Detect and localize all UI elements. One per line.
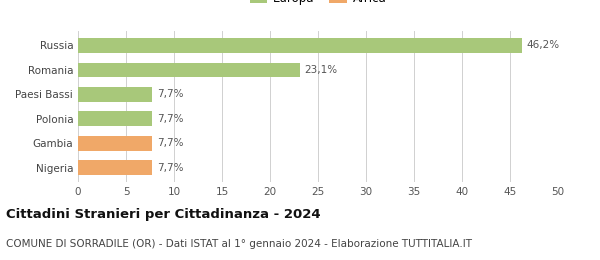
Bar bbox=[78, 112, 152, 126]
Text: 7,7%: 7,7% bbox=[157, 163, 183, 173]
Text: Cittadini Stranieri per Cittadinanza - 2024: Cittadini Stranieri per Cittadinanza - 2… bbox=[6, 208, 320, 221]
Bar bbox=[78, 63, 300, 77]
Bar bbox=[78, 38, 521, 53]
Text: 7,7%: 7,7% bbox=[157, 89, 183, 99]
Bar bbox=[78, 160, 152, 175]
Bar bbox=[78, 87, 152, 102]
Bar bbox=[78, 136, 152, 151]
Text: COMUNE DI SORRADILE (OR) - Dati ISTAT al 1° gennaio 2024 - Elaborazione TUTTITAL: COMUNE DI SORRADILE (OR) - Dati ISTAT al… bbox=[6, 239, 472, 249]
Text: 46,2%: 46,2% bbox=[526, 40, 559, 50]
Text: 7,7%: 7,7% bbox=[157, 114, 183, 124]
Legend: Europa, Africa: Europa, Africa bbox=[247, 0, 389, 7]
Text: 7,7%: 7,7% bbox=[157, 138, 183, 148]
Text: 23,1%: 23,1% bbox=[305, 65, 338, 75]
